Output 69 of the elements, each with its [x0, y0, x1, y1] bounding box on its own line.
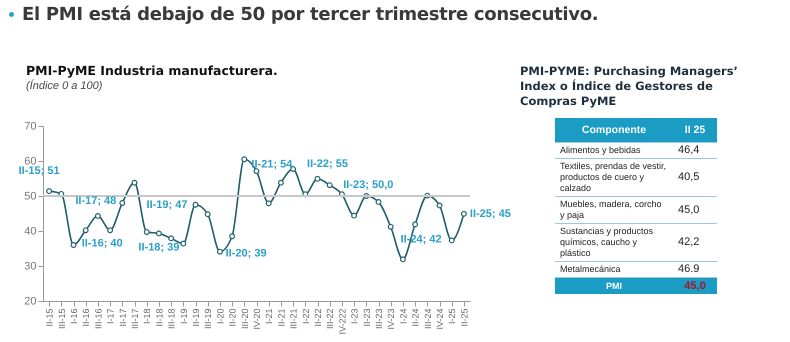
x-tick-label: II-16	[81, 308, 92, 327]
chart-title: El PMI está debajo de 50 por tercer trimestre consecutivo.	[22, 4, 598, 25]
x-tick-label: II-25	[459, 308, 470, 327]
y-tick-label: 20	[24, 296, 36, 308]
x-tick-label: III-18	[166, 308, 177, 330]
x-tick-label: I-21	[264, 308, 274, 324]
text: Muebles, madera, corcho y paja	[555, 196, 673, 224]
text: Alimentos y bebidas	[555, 142, 673, 158]
y-tick-label: 70	[24, 120, 36, 132]
x-tick-label: I-17	[106, 308, 116, 324]
x-tick-label: I-22	[300, 308, 311, 324]
data-label: II-19; 47	[146, 198, 188, 211]
x-tick-label: II-24	[410, 308, 421, 327]
x-tick-label: IV-23	[386, 308, 396, 330]
x-tick-label: I-24	[398, 308, 408, 324]
x-tick-label: III-19	[203, 308, 214, 330]
text: PMI	[555, 278, 673, 294]
y-axis-title: (Índice 0 a 100)	[26, 80, 102, 92]
x-tick-label: II-18	[154, 308, 164, 327]
text: 45,0	[673, 278, 717, 294]
data-label: II-20; 39	[226, 247, 267, 260]
data-label: II-16; 40	[82, 237, 123, 250]
x-tick-label: I-20	[215, 308, 226, 324]
data-label: II-23; 50,0	[343, 179, 394, 191]
data-label: II-25; 45	[470, 208, 511, 220]
x-tick-label: II-17	[118, 308, 128, 327]
x-tick-label: I-19	[178, 308, 189, 324]
data-label: II-21; 54	[251, 158, 294, 171]
x-tick-label: I-23	[350, 308, 360, 324]
y-tick-label: 60	[24, 156, 36, 168]
text: Sustancias y productos químicos, caucho y plástico	[555, 224, 673, 262]
text: 46,4	[673, 142, 717, 158]
x-tick-label: II-15	[44, 308, 55, 327]
y-tick-label: 30	[24, 260, 36, 272]
x-tick-label: III-24	[422, 308, 433, 330]
x-tick-label: IV-222	[337, 308, 348, 335]
x-tick-label: I-16	[69, 308, 79, 324]
x-tick-label: IV-20	[252, 308, 262, 330]
x-tick-label: III-15	[56, 308, 67, 330]
text: Metalmecánica	[555, 262, 673, 278]
text: PMI-PYME: Purchasing Managers’ Index o Índice de Gestores de Compras PyME	[520, 64, 739, 109]
text: 46.9	[673, 262, 717, 278]
data-label: II-15; 51	[18, 165, 60, 178]
x-tick-label: III-17	[130, 308, 140, 330]
text: Componente	[555, 118, 673, 142]
x-tick-label: III-22	[325, 308, 336, 330]
x-tick-label: II-19	[191, 308, 201, 327]
data-label: II-22; 55	[307, 158, 348, 170]
x-tick-label: II-22	[313, 308, 323, 327]
x-tick-label: III-20	[240, 308, 250, 330]
x-tick-label: III-16	[93, 308, 104, 330]
x-tick-label: II-20	[228, 308, 238, 327]
x-tick-label: I-18	[142, 308, 152, 324]
text: 45,0	[673, 196, 717, 224]
text: Textiles, prendas de vestir, productos de cuero y calzado	[555, 158, 673, 196]
y-tick-label: 50	[24, 190, 36, 202]
x-tick-label: I-25	[447, 308, 458, 324]
x-tick-label: II-21	[276, 308, 286, 327]
x-tick-label: II-23	[362, 308, 372, 327]
text: 42,2	[673, 224, 717, 262]
x-tick-label: III-21	[288, 308, 299, 330]
chart-subtitle: PMI-PyME Industria manufacturera.	[26, 63, 278, 78]
text: 40,5	[673, 158, 717, 196]
y-tick-label: 40	[24, 226, 36, 238]
x-tick-label: III-23	[374, 308, 384, 330]
data-label: II-18; 39	[138, 241, 180, 254]
x-tick-label: IV-24	[435, 308, 445, 330]
data-label: II-17; 48	[75, 195, 116, 207]
text: II 25	[673, 118, 717, 142]
